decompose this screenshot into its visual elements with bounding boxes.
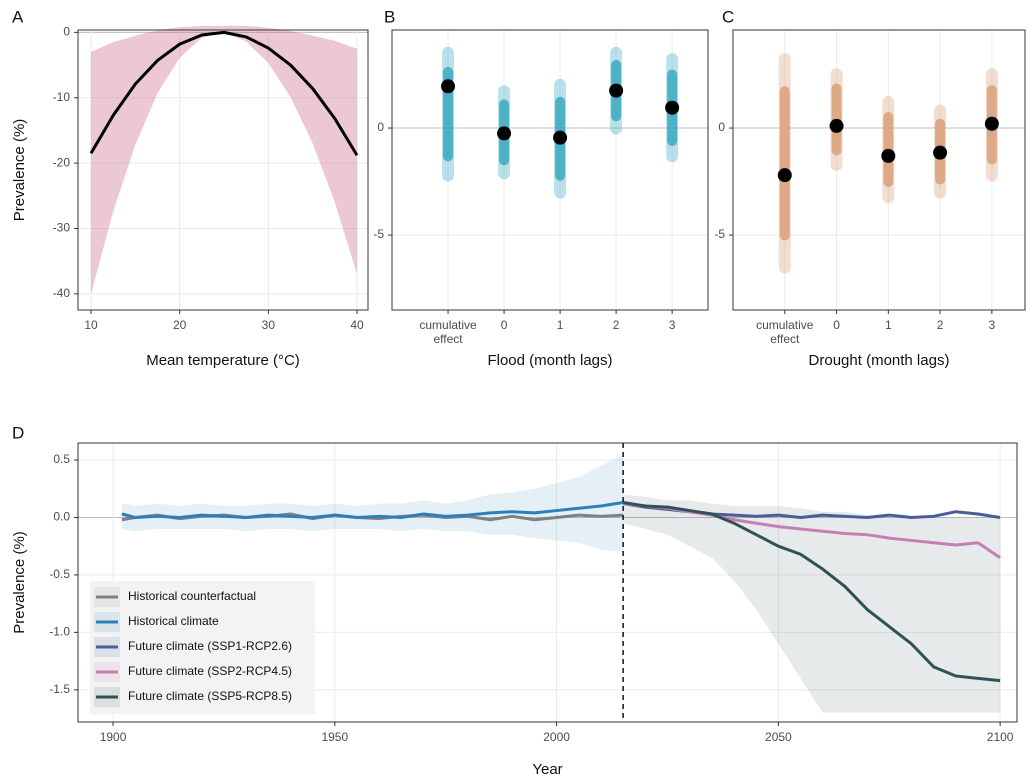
y-tick-label: -1.0 [49, 625, 70, 639]
spread-core [779, 86, 790, 241]
x-tick-label: 2050 [765, 730, 792, 744]
x-tick-label: 2100 [987, 730, 1014, 744]
plot-area [78, 30, 368, 310]
plot-area [392, 30, 708, 310]
x-axis-title: Mean temperature (°C) [146, 352, 300, 369]
y-tick-label: 0.5 [53, 452, 70, 466]
y-tick-label: 0 [377, 120, 384, 134]
y-tick-label: -0.5 [49, 567, 70, 581]
x-axis-title: Flood (month lags) [487, 352, 612, 369]
y-tick-label: -10 [53, 90, 71, 104]
x-tick-label: 30 [262, 318, 276, 332]
point [497, 126, 512, 141]
x-tick-label: 0 [833, 318, 840, 332]
y-tick-label: -30 [53, 221, 71, 235]
panel-label: D [12, 423, 24, 442]
band [121, 454, 624, 552]
plot-border [391, 29, 709, 311]
x-tick-label: 1 [885, 318, 892, 332]
point [984, 116, 999, 131]
x-axis-title: Year [532, 761, 562, 778]
x-tick-label: 1950 [321, 730, 348, 744]
point [553, 130, 568, 145]
legend-label: Future climate (SSP1-RCP2.6) [128, 639, 292, 653]
plot-border [732, 29, 1026, 311]
y-axis-title: Prevalence (%) [11, 119, 28, 222]
point [441, 79, 456, 94]
x-tick-label: 20 [173, 318, 187, 332]
y-tick-label: -1.5 [49, 682, 70, 696]
x-tick-label: 3 [989, 318, 996, 332]
band [91, 25, 358, 294]
y-tick-label: 0.0 [53, 510, 70, 524]
point [777, 168, 792, 183]
line [622, 501, 1001, 683]
x-tick-label: 1900 [100, 730, 127, 744]
legend-box [90, 581, 315, 714]
x-tick-label: 0 [501, 318, 508, 332]
x-tick-label: cumulative effect [419, 318, 477, 346]
point [609, 83, 624, 98]
y-axis-title: Prevalence (%) [11, 531, 28, 634]
panel-label: B [384, 7, 395, 26]
y-tick-label: 0 [63, 25, 70, 39]
y-tick-label: -5 [373, 227, 384, 241]
x-tick-label: 2000 [543, 730, 570, 744]
x-tick-label: 2 [937, 318, 944, 332]
x-tick-label: 3 [669, 318, 676, 332]
legend-label: Future climate (SSP2-RCP4.5) [128, 664, 292, 678]
point [665, 100, 680, 115]
y-tick-label: -20 [53, 155, 71, 169]
x-tick-label: 40 [350, 318, 364, 332]
y-tick-label: -40 [53, 286, 71, 300]
x-tick-label: 1 [557, 318, 564, 332]
panel-label: C [722, 7, 734, 26]
x-axis-title: Drought (month lags) [809, 352, 950, 369]
x-tick-label: cumulative effect [756, 318, 814, 346]
x-tick-label: 10 [84, 318, 98, 332]
legend-label: Historical climate [128, 614, 219, 628]
line [89, 30, 359, 157]
point [881, 148, 896, 163]
plot-border [77, 442, 1018, 723]
y-tick-label: 0 [718, 120, 725, 134]
line [121, 501, 624, 519]
plot-border [77, 29, 369, 311]
legend-label: Future climate (SSP5-RCP8.5) [128, 689, 292, 703]
point [933, 145, 948, 160]
plot-area [733, 30, 1025, 310]
panel-label: A [12, 7, 24, 26]
band [623, 494, 1001, 713]
y-tick-label: -5 [714, 227, 725, 241]
legend-label: Historical counterfactual [128, 589, 256, 603]
x-tick-label: 2 [613, 318, 620, 332]
point [829, 118, 844, 133]
